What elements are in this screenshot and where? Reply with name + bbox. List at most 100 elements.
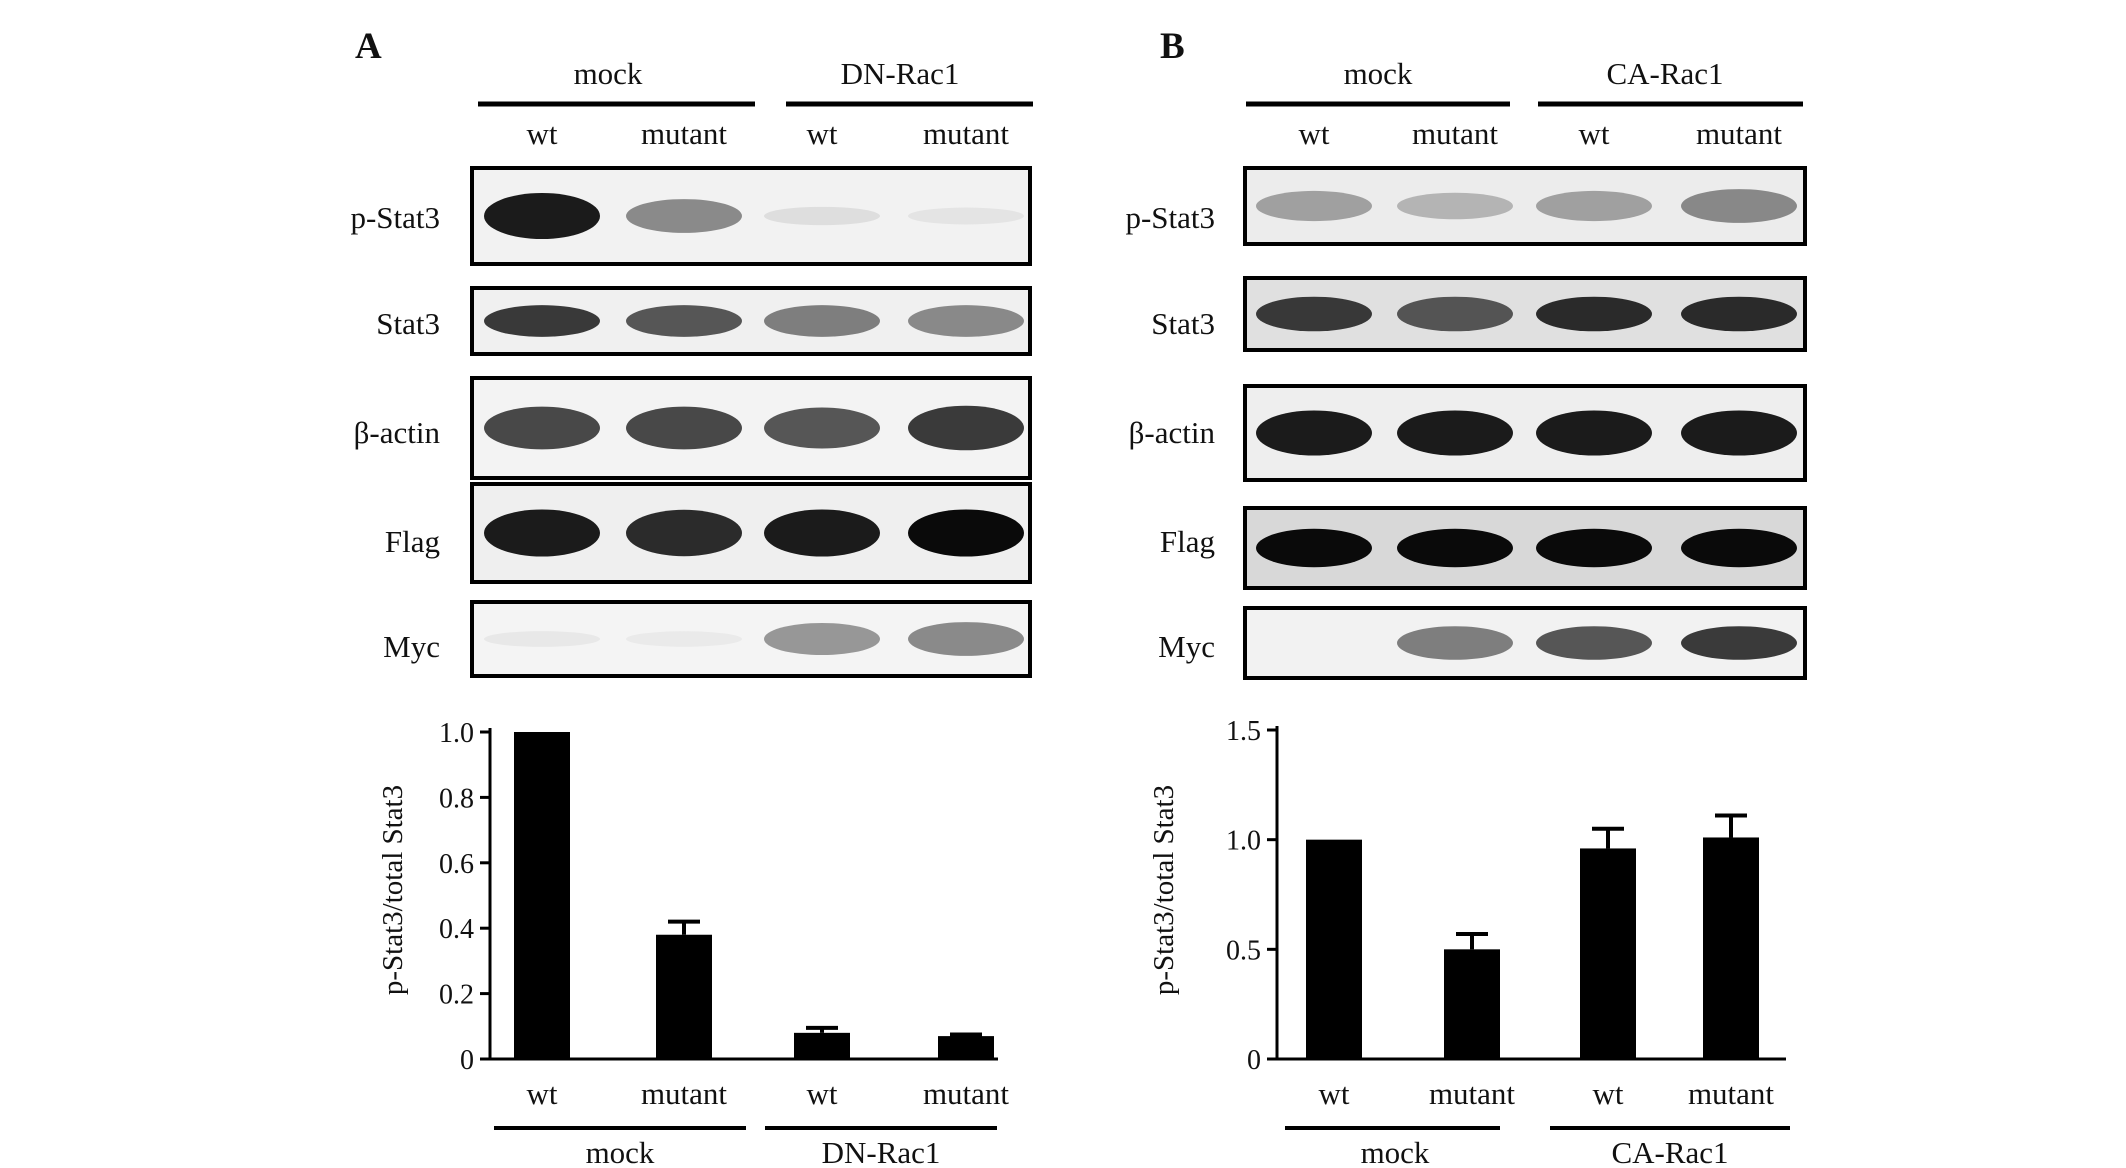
blot-band — [1397, 296, 1513, 332]
y-tick-label: 1.0 — [439, 718, 474, 749]
western-blot-a — [470, 166, 1032, 678]
bar — [514, 732, 570, 1059]
row-label: Myc — [383, 629, 440, 664]
blot-band — [1256, 528, 1372, 568]
western-blot-b — [1243, 166, 1807, 680]
lane-label: wt — [807, 116, 838, 151]
blot-band — [908, 509, 1024, 557]
y-axis-label: p-Stat3/total Stat3 — [1148, 785, 1180, 995]
panel-a: A mock DN-Rac1 wt mutant wt mutant p-Sta… — [350, 26, 1033, 1168]
row-label: Myc — [1158, 629, 1215, 664]
panel-letter: B — [1160, 26, 1185, 67]
x-tick-label: mutant — [1429, 1076, 1515, 1111]
y-tick-label: 0.8 — [439, 783, 474, 814]
blot-band — [1536, 528, 1652, 568]
y-tick-label: 0.6 — [439, 849, 474, 880]
blot-group-labels: mock CA-Rac1 — [1246, 56, 1803, 107]
bar — [1306, 839, 1362, 1059]
blot-strip — [470, 482, 1032, 584]
lane-labels: wt mutant wt mutant — [1299, 116, 1783, 151]
row-label: p-Stat3 — [350, 200, 440, 235]
x-tick-label: mutant — [641, 1076, 727, 1111]
blot-strip — [470, 376, 1032, 480]
blot-band — [1536, 296, 1652, 332]
bar-chart-a: p-Stat3/total Stat3 mock DN-Rac1 0 0.2 0.4… — [377, 718, 1009, 1168]
blot-band — [764, 509, 880, 557]
panel-letter: A — [355, 26, 382, 67]
blot-band — [764, 305, 880, 337]
blot-band — [764, 623, 880, 655]
blot-band — [626, 406, 742, 450]
blot-strip — [1243, 166, 1807, 246]
blot-band — [1536, 190, 1652, 222]
y-tick-label: 1.5 — [1226, 716, 1261, 747]
x-tick-label: wt — [807, 1076, 838, 1111]
blot-band — [1256, 190, 1372, 222]
blot-band — [908, 405, 1024, 451]
blot-group-label: DN-Rac1 — [841, 56, 960, 91]
blot-band — [1681, 189, 1797, 223]
y-tick-label: 0.5 — [1226, 935, 1261, 966]
blot-band — [626, 509, 742, 557]
blot-group-label: mock — [574, 56, 643, 91]
x-tick-label: mutant — [1688, 1076, 1774, 1111]
row-label: β-actin — [354, 415, 441, 450]
blot-band — [1256, 410, 1372, 456]
blot-band — [764, 407, 880, 449]
blot-band — [626, 305, 742, 337]
blot-band — [484, 192, 600, 240]
x-group-label: DN-Rac1 — [822, 1135, 941, 1168]
x-group-labels: mock CA-Rac1 — [1285, 1126, 1790, 1168]
blot-strip — [1243, 606, 1807, 680]
bar — [794, 1032, 850, 1059]
x-tick-label: wt — [1593, 1076, 1624, 1111]
lane-label: wt — [1299, 116, 1330, 151]
blot-strip — [1243, 384, 1807, 482]
blot-frame — [1243, 606, 1807, 680]
y-tick-label: 0.4 — [439, 914, 474, 945]
row-labels: p-Stat3 Stat3 β-actin Flag Myc — [1125, 200, 1215, 664]
blot-band — [908, 622, 1024, 656]
lane-label: mutant — [1412, 116, 1498, 151]
blot-group-label: mock — [1344, 56, 1413, 91]
row-label: Flag — [385, 524, 440, 559]
row-label: Stat3 — [1151, 306, 1215, 341]
blot-band — [484, 509, 600, 557]
blot-strip — [470, 166, 1032, 266]
blot-band — [908, 305, 1024, 337]
blot-band — [1536, 410, 1652, 456]
lane-label: wt — [1579, 116, 1610, 151]
blot-band — [1397, 626, 1513, 660]
bar — [656, 934, 712, 1059]
blot-strip — [470, 600, 1032, 678]
blot-band — [1256, 296, 1372, 332]
lane-label: mutant — [641, 116, 727, 151]
lane-label: mutant — [1696, 116, 1782, 151]
blot-band — [1681, 410, 1797, 456]
blot-band — [1397, 528, 1513, 568]
y-axis-label: p-Stat3/total Stat3 — [377, 785, 409, 995]
bar — [938, 1036, 994, 1059]
blot-band — [1397, 410, 1513, 456]
y-tick-label: 1.0 — [1226, 826, 1261, 857]
blot-strip — [470, 286, 1032, 356]
row-label: Stat3 — [376, 306, 440, 341]
row-labels: p-Stat3 Stat3 β-actin Flag Myc — [350, 200, 440, 664]
blot-group-labels: mock DN-Rac1 — [478, 56, 1033, 107]
blot-band — [484, 406, 600, 450]
blot-band — [1681, 528, 1797, 568]
blot-band — [626, 199, 742, 233]
blot-group-label: CA-Rac1 — [1606, 56, 1723, 91]
y-tick-label: 0.2 — [439, 980, 474, 1011]
row-label: p-Stat3 — [1125, 200, 1215, 235]
x-tick-label: wt — [527, 1076, 558, 1111]
blot-band — [908, 207, 1024, 225]
panel-b: B mock CA-Rac1 wt mutant wt mutant p-Sta… — [1125, 26, 1807, 1168]
blot-band — [764, 206, 880, 226]
x-group-label: CA-Rac1 — [1611, 1135, 1728, 1168]
bar-chart-b: p-Stat3/total Stat3 mock CA-Rac1 0 0.5 1.0… — [1148, 716, 1790, 1168]
lane-label: wt — [527, 116, 558, 151]
x-group-label: mock — [1361, 1135, 1430, 1168]
bar — [1703, 837, 1759, 1059]
